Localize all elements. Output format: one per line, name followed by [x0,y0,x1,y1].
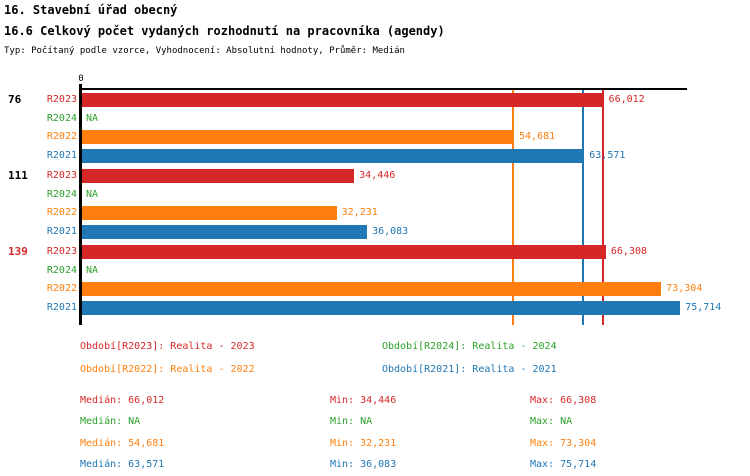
bar-r2022-139 [82,282,662,296]
legend-item-r2023: Období[R2023]: Realita - 2023 [80,341,255,352]
report-subtitle: 16.6 Celkový počet vydaných rozhodnutí n… [4,24,445,38]
series-label-r2021: R2021 [46,225,77,237]
group-label-111: 111 [8,169,28,182]
x-axis-line [81,88,687,90]
bar-value-label-r2022-111: 32,231 [341,207,378,218]
median-line-r2022 [512,89,515,325]
bar-r2021-111 [82,224,368,239]
bar-r2022-111 [82,206,337,220]
bar-value-label-r2023-139: 66,308 [610,246,648,257]
group-label-76: 76 [8,93,22,106]
x-axis-origin-label: 0 [78,74,84,84]
series-label-r2023: R2023 [46,94,77,105]
bar-r2022-76 [82,130,515,144]
stat-median-r2024: Medián: NA [80,416,141,427]
bar-value-label-r2021-76: 63,571 [589,149,626,161]
legend-item-r2021: Období[R2021]: Realita - 2021 [382,364,557,375]
group-label-139: 139 [8,245,28,258]
stat-max-r2022: Max: 73,304 [530,438,597,449]
bar-value-label-r2023-111: 34,446 [359,170,396,181]
series-label-r2024: R2024 [46,264,77,276]
bar-r2021-139 [82,300,681,315]
bar-r2021-76 [82,148,585,163]
median-line-r2021 [582,89,585,325]
stat-max-r2023: Max: 66,308 [530,395,597,406]
na-label-r2024: NA [86,112,99,124]
bar-r2023-139 [82,245,606,259]
legend-item-r2024: Období[R2024]: Realita - 2024 [382,341,557,352]
stat-min-r2022: Min: 32,231 [330,438,397,449]
bar-value-label-r2022-76: 54,681 [519,131,556,142]
series-label-r2021: R2021 [46,149,77,161]
stat-min-r2023: Min: 34,446 [330,395,397,406]
legend-item-r2022: Období[R2022]: Realita - 2022 [80,364,255,375]
series-label-r2023: R2023 [46,246,77,257]
stat-median-r2023: Medián: 66,012 [80,395,165,406]
na-label-r2024: NA [86,264,99,276]
series-label-r2022: R2022 [46,131,77,142]
stat-min-r2021: Min: 36,083 [330,459,397,470]
bar-r2023-111 [82,169,355,183]
stat-median-r2021: Medián: 63,571 [80,459,165,470]
bar-r2023-76 [82,93,604,107]
series-label-r2023: R2023 [46,170,77,181]
y-axis-line [79,84,82,325]
stat-median-r2022: Medián: 54,681 [80,438,165,449]
bar-value-label-r2021-139: 75,714 [685,301,722,313]
stat-max-r2024: Max: NA [530,416,573,427]
na-label-r2024: NA [86,188,99,200]
series-label-r2022: R2022 [46,207,77,218]
stat-max-r2021: Max: 75,714 [530,459,597,470]
bar-value-label-r2021-111: 36,083 [372,225,409,237]
median-line-r2023 [601,89,604,325]
report-meta: Typ: Počítaný podle vzorce, Vyhodnocení:… [4,46,405,56]
series-label-r2024: R2024 [46,188,77,200]
series-label-r2022: R2022 [46,283,77,294]
bar-value-label-r2022-139: 73,304 [666,283,703,294]
stat-min-r2024: Min: NA [330,416,373,427]
series-label-r2021: R2021 [46,301,77,313]
report-title: 16. Stavební úřad obecný [4,3,178,17]
bar-value-label-r2023-76: 66,012 [608,94,645,105]
series-label-r2024: R2024 [46,112,77,124]
